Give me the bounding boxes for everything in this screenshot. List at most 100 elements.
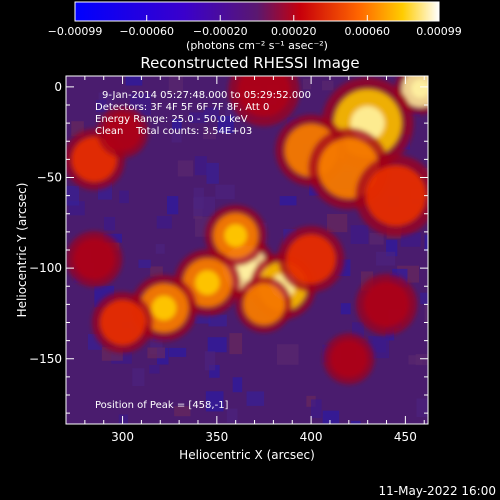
- emission-core: [224, 224, 247, 247]
- background-patch: [177, 160, 194, 177]
- background-patch: [206, 162, 219, 184]
- background-patch: [279, 196, 297, 206]
- background-patch: [147, 347, 166, 359]
- y-tick-label: −100: [29, 261, 62, 275]
- background-patch: [369, 232, 384, 245]
- y-axis-label: Heliocentric Y (arcsec): [15, 183, 29, 318]
- emission-blob: [237, 76, 291, 117]
- background-patch: [322, 80, 334, 91]
- x-axis-label: Heliocentric X (arcsec): [179, 448, 315, 462]
- background-patch: [208, 314, 227, 327]
- heatmap-image: [66, 76, 428, 424]
- background-patch: [350, 225, 369, 244]
- background-patch: [204, 351, 216, 371]
- background-patch: [217, 116, 234, 133]
- colorbar-tick-label: −0.00060: [119, 25, 174, 38]
- background-patch: [189, 112, 207, 123]
- x-axis-ticks: 300 350 400 450: [84, 76, 425, 444]
- background-patch: [408, 355, 423, 365]
- emission-blob: [99, 299, 146, 346]
- background-patch: [340, 303, 351, 315]
- annotation-clean-counts: Clean Total counts: 3.54E+03: [95, 126, 252, 137]
- x-tick-label: 400: [300, 430, 323, 444]
- emission-blob: [363, 281, 410, 327]
- background-patch: [209, 364, 220, 378]
- background-patch: [226, 408, 238, 423]
- background-patch: [322, 410, 340, 424]
- y-tick-label: −150: [29, 352, 62, 366]
- background-patch: [155, 244, 165, 254]
- background-patch: [171, 130, 182, 143]
- emission-core: [151, 295, 177, 321]
- background-patch: [138, 259, 151, 268]
- background-patch: [103, 216, 116, 231]
- background-patch: [168, 347, 187, 357]
- background-patch: [427, 80, 428, 93]
- background-patch: [202, 127, 216, 140]
- emission-blob: [73, 238, 116, 280]
- emission-blob: [365, 165, 427, 226]
- annotation-detectors: Detectors: 3F 4F 5F 6F 7F 8F, Att 0: [95, 102, 269, 113]
- annotation-energy-range: Energy Range: 25.0 - 50.0 keV: [95, 114, 248, 125]
- annotation-time-range: 9-Jan-2014 05:27:48.000 to 05:29:52.000: [102, 90, 311, 101]
- emission-blob: [103, 113, 142, 152]
- x-tick-label: 350: [205, 430, 228, 444]
- background-patch: [302, 78, 312, 90]
- background-patch: [416, 398, 428, 418]
- colorbar-tick-label: −0.00099: [48, 25, 103, 38]
- background-patch: [119, 190, 129, 204]
- emission-core: [411, 79, 428, 99]
- background-patch: [132, 368, 145, 387]
- background-patch: [125, 76, 143, 86]
- emission-blob: [329, 339, 368, 378]
- background-patch: [66, 185, 80, 206]
- background-patch: [415, 353, 428, 366]
- background-patch: [400, 232, 421, 247]
- background-patch: [351, 420, 361, 424]
- background-patch: [194, 156, 207, 176]
- background-patch: [352, 322, 364, 339]
- background-patch: [118, 414, 128, 424]
- background-patch: [424, 234, 428, 252]
- background-patch: [246, 391, 265, 406]
- background-patch: [193, 196, 216, 217]
- emission-blob: [243, 283, 285, 326]
- background-patch: [172, 119, 182, 130]
- background-patch: [167, 196, 179, 215]
- background-patch: [376, 251, 396, 266]
- colorbar-ticks: −0.00099 −0.00060 −0.00020 0.00020 0.00060 0.…: [48, 15, 462, 38]
- background-patch: [150, 266, 163, 277]
- background-patch: [149, 365, 160, 374]
- background-patch: [276, 344, 299, 365]
- y-tick-label: −50: [37, 171, 62, 185]
- heatmap-emission: [66, 76, 428, 385]
- background-patch: [420, 292, 428, 305]
- chart-title: Reconstructed RHESSI Image: [140, 54, 359, 72]
- background-patch: [174, 406, 191, 417]
- annotation-peak-position: Position of Peak = [458,-1]: [95, 400, 229, 411]
- background-patch: [232, 377, 243, 393]
- colorbar-tick-label: 0.00099: [416, 25, 462, 38]
- background-patch: [327, 214, 348, 233]
- background-patch: [311, 399, 322, 418]
- x-tick-label: 450: [394, 430, 417, 444]
- background-patch: [229, 333, 243, 355]
- background-patch: [96, 99, 107, 113]
- emission-blob: [286, 234, 336, 284]
- colorbar: [74, 1, 440, 22]
- y-tick-label: 0: [54, 80, 62, 94]
- colorbar-tick-label: 0.00060: [345, 25, 391, 38]
- colorbar-tick-label: 0.00020: [271, 25, 317, 38]
- emission-core: [195, 270, 220, 295]
- background-patch: [205, 391, 224, 412]
- timestamp: 11-May-2022 16:00: [378, 484, 496, 498]
- background-patch: [386, 239, 398, 257]
- colorbar-unit-label: (photons cm⁻² s⁻¹ asec⁻²): [186, 39, 328, 52]
- y-axis-ticks: 0 −50 −100 −150: [29, 80, 428, 414]
- background-patch: [168, 76, 184, 95]
- background-patch: [156, 215, 172, 229]
- colorbar-tick-label: −0.00020: [193, 25, 248, 38]
- background-patch: [215, 184, 235, 200]
- background-patch: [424, 305, 428, 323]
